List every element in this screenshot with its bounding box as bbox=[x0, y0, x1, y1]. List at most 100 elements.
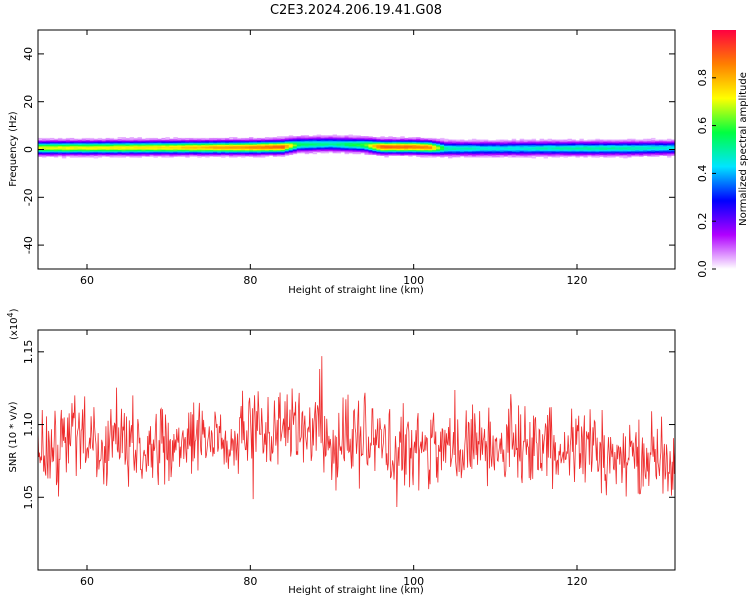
heatmap-cell bbox=[547, 150, 552, 152]
heatmap-cell bbox=[312, 148, 318, 151]
heatmap-cell bbox=[471, 138, 477, 140]
heatmap-cell bbox=[471, 144, 477, 146]
heatmap-cell bbox=[177, 150, 182, 152]
heatmap-cell bbox=[655, 145, 660, 147]
heatmap-cell bbox=[619, 147, 624, 149]
heatmap-cell bbox=[639, 142, 644, 145]
heatmap-cell bbox=[109, 151, 115, 153]
heatmap-cell bbox=[424, 152, 429, 154]
heatmap-cell bbox=[217, 138, 222, 140]
heatmap-cell bbox=[424, 147, 429, 150]
heatmap-cell bbox=[416, 144, 421, 146]
heatmap-cell bbox=[81, 141, 87, 143]
heatmap-cell bbox=[312, 151, 318, 153]
heatmap-cell bbox=[288, 142, 294, 144]
heatmap-cell bbox=[93, 148, 99, 151]
heatmap-cell bbox=[316, 151, 322, 153]
heatmap-cell bbox=[495, 142, 501, 145]
heatmap-cell bbox=[571, 147, 576, 149]
heatmap-cell bbox=[133, 147, 138, 150]
heatmap-cell bbox=[404, 151, 409, 153]
heatmap-cell bbox=[252, 139, 258, 141]
heatmap-cell bbox=[340, 142, 345, 145]
heatmap-cell bbox=[125, 147, 130, 150]
heatmap-cell bbox=[659, 154, 664, 156]
heatmap-cell bbox=[400, 152, 405, 154]
heatmap-cell bbox=[607, 146, 612, 148]
heatmap-cell bbox=[41, 153, 47, 156]
heatmap-cell bbox=[233, 148, 238, 151]
heatmap-cell bbox=[607, 139, 612, 141]
heatmap-cell bbox=[440, 144, 445, 146]
heatmap-cell bbox=[101, 139, 107, 141]
heatmap-cell bbox=[348, 147, 353, 149]
heatmap-cell bbox=[440, 148, 445, 151]
heatmap-cell bbox=[579, 146, 584, 148]
heatmap-cell bbox=[555, 152, 560, 154]
heatmap-cell bbox=[268, 139, 274, 141]
heatmap-cell bbox=[456, 140, 461, 142]
heatmap-cell bbox=[213, 137, 218, 140]
heatmap-cell bbox=[627, 142, 632, 144]
heatmap-cell bbox=[189, 149, 194, 151]
heatmap-cell bbox=[245, 150, 250, 152]
heatmap-cell bbox=[603, 145, 608, 147]
heatmap-cell bbox=[651, 140, 656, 142]
heatmap-cell bbox=[268, 144, 274, 146]
heatmap-cell bbox=[260, 142, 266, 144]
heatmap-cell bbox=[272, 140, 278, 142]
heatmap-cell bbox=[400, 137, 405, 140]
heatmap-cell bbox=[149, 147, 154, 149]
heatmap-cell bbox=[304, 147, 310, 150]
heatmap-cell bbox=[197, 144, 202, 146]
heatmap-cell bbox=[671, 139, 675, 141]
heatmap-cell bbox=[647, 142, 652, 144]
heatmap-cell bbox=[217, 152, 222, 155]
heatmap-cell bbox=[145, 147, 150, 150]
heatmap-cell bbox=[324, 148, 330, 151]
heatmap-cell bbox=[193, 147, 198, 150]
heatmap-cell bbox=[93, 157, 99, 159]
heatmap-cell bbox=[627, 147, 632, 150]
heatmap-cell bbox=[475, 146, 481, 148]
heatmap-cell bbox=[113, 149, 119, 151]
heatmap-cell bbox=[404, 149, 409, 151]
heatmap-cell bbox=[583, 142, 588, 145]
heatmap-cell bbox=[448, 142, 453, 145]
heatmap-cell bbox=[495, 139, 501, 141]
heatmap-cell bbox=[667, 153, 672, 156]
heatmap-cell bbox=[316, 138, 322, 140]
heatmap-cell bbox=[487, 154, 493, 156]
heatmap-cell bbox=[368, 152, 373, 155]
heatmap-cell bbox=[288, 137, 294, 140]
heatmap-cell bbox=[245, 146, 250, 148]
heatmap-cell bbox=[372, 141, 377, 143]
heatmap-cell bbox=[527, 147, 533, 149]
heatmap-cell bbox=[201, 151, 206, 153]
heatmap-cell bbox=[456, 143, 461, 146]
heatmap-cell bbox=[507, 142, 513, 145]
heatmap-cell bbox=[260, 149, 266, 151]
heatmap-cell bbox=[463, 148, 469, 151]
heatmap-cell bbox=[444, 139, 449, 141]
heatmap-cell bbox=[137, 140, 142, 142]
heatmap-cell bbox=[352, 144, 357, 146]
heatmap-cell bbox=[651, 142, 656, 144]
heatmap-cell bbox=[352, 145, 357, 147]
heatmap-cell bbox=[49, 146, 55, 148]
heatmap-cell bbox=[65, 151, 71, 153]
heatmap-cell bbox=[667, 154, 672, 156]
heatmap-cell bbox=[280, 146, 286, 148]
heatmap-cell bbox=[587, 142, 592, 145]
heatmap-cell bbox=[113, 154, 119, 156]
heatmap-cell bbox=[109, 148, 115, 151]
heatmap-cell bbox=[635, 141, 640, 143]
heatmap-cell bbox=[631, 152, 636, 154]
heatmap-cell bbox=[121, 156, 126, 158]
heatmap-cell bbox=[460, 152, 465, 154]
heatmap-cell bbox=[559, 139, 564, 141]
heatmap-cell bbox=[344, 137, 349, 139]
heatmap-cell bbox=[663, 150, 668, 152]
heatmap-cell bbox=[579, 152, 584, 155]
heatmap-cell bbox=[264, 139, 270, 141]
